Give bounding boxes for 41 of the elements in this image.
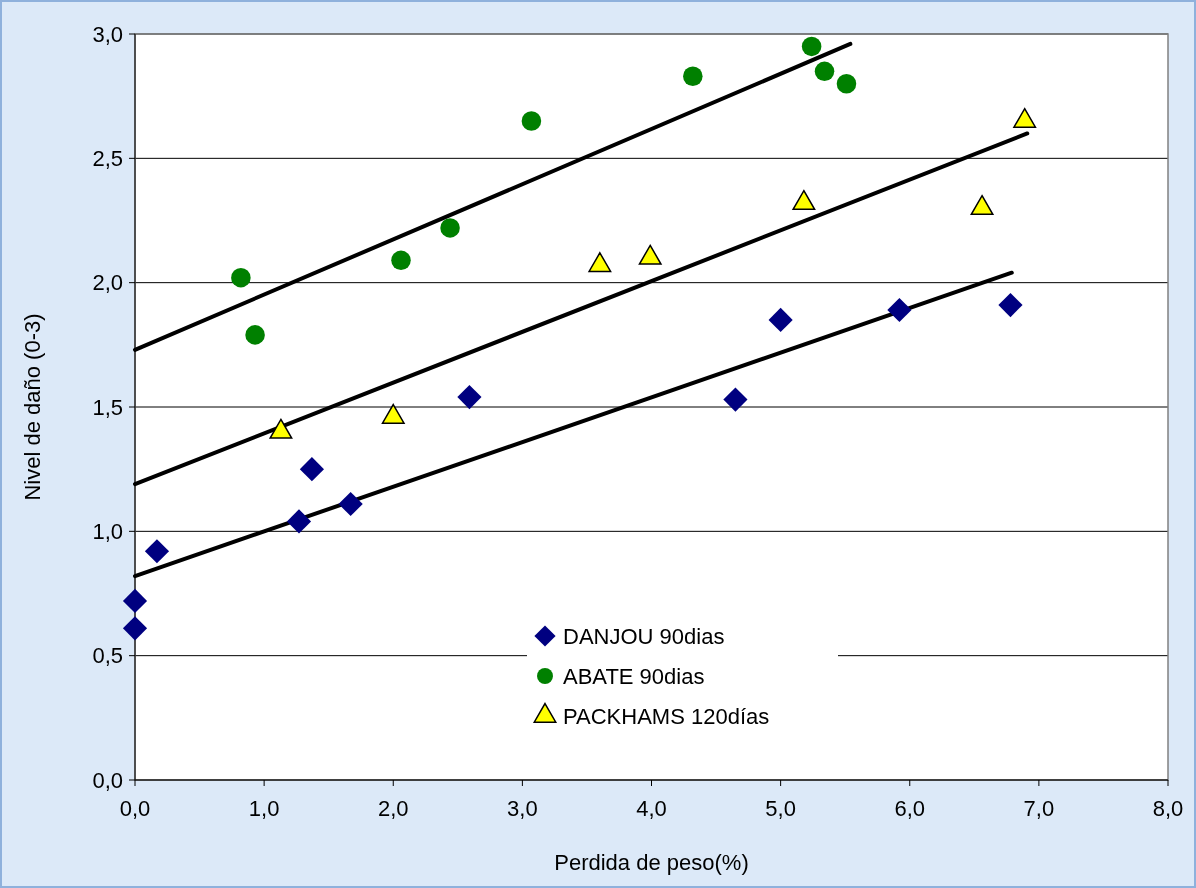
x-tick-label: 6,0 bbox=[894, 796, 926, 821]
x-tick-label: 1,0 bbox=[248, 796, 280, 821]
point bbox=[801, 36, 822, 57]
point bbox=[286, 509, 312, 534]
x-tick-label: 0,0 bbox=[119, 796, 151, 821]
y-tick-label: 1,0 bbox=[92, 519, 123, 545]
point bbox=[683, 66, 703, 87]
point bbox=[998, 292, 1023, 318]
x-tick-label: 5,0 bbox=[765, 796, 796, 821]
point bbox=[391, 250, 411, 271]
point bbox=[887, 297, 912, 323]
legend-label: DANJOU 90dias bbox=[563, 623, 725, 649]
point bbox=[768, 307, 793, 333]
x-axis-title: Perdida de peso(%) bbox=[554, 850, 749, 875]
x-tick-label: 7,0 bbox=[1023, 796, 1055, 821]
legend-label: ABATE 90dias bbox=[563, 663, 705, 689]
y-axis-title: Nivel de daño (0-3) bbox=[20, 313, 45, 501]
point bbox=[231, 267, 251, 288]
point bbox=[440, 218, 460, 238]
point bbox=[144, 539, 170, 564]
x-tick-label: 2,0 bbox=[377, 796, 409, 821]
y-tick-label: 0,0 bbox=[92, 767, 123, 793]
point bbox=[836, 73, 857, 94]
point bbox=[521, 111, 542, 131]
point bbox=[122, 588, 148, 614]
point bbox=[338, 491, 363, 517]
y-tick-label: 3,0 bbox=[92, 21, 123, 47]
x-tick-label: 4,0 bbox=[636, 796, 667, 821]
point bbox=[122, 616, 148, 641]
y-tick-label: 1,5 bbox=[92, 394, 123, 420]
point bbox=[245, 325, 265, 345]
x-tick-label: 8,0 bbox=[1152, 796, 1184, 821]
point bbox=[814, 61, 835, 82]
y-tick-label: 2,0 bbox=[92, 270, 123, 296]
x-tick-label: 3,0 bbox=[507, 796, 538, 821]
legend-label: PACKHAMS 120días bbox=[563, 703, 770, 729]
y-tick-label: 2,5 bbox=[92, 146, 123, 172]
point bbox=[299, 457, 324, 482]
point bbox=[457, 384, 482, 410]
point bbox=[723, 387, 748, 412]
y-tick-label: 0,5 bbox=[92, 643, 123, 669]
